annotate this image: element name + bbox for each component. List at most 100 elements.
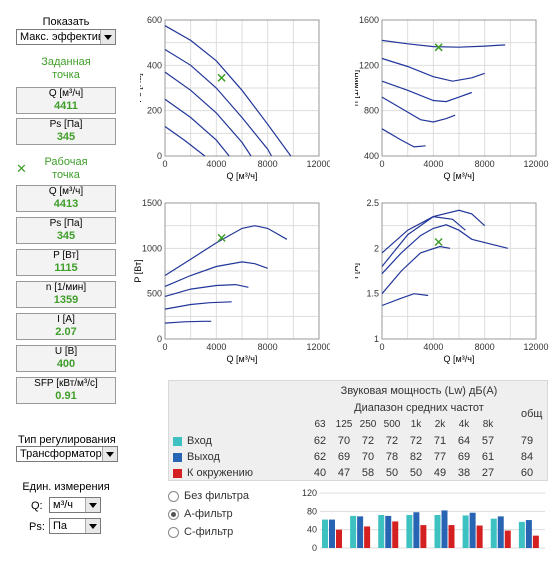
series-line	[381, 80, 473, 103]
filter-radio[interactable]	[168, 527, 179, 538]
x-axis-label: Q [м³/ч]	[227, 354, 258, 364]
y-tick-label: 400	[364, 151, 379, 161]
y-tick-label: 600	[147, 15, 162, 25]
sound-freq-header: 125	[335, 419, 353, 430]
sound-row-label: Вход	[187, 435, 212, 447]
filter-label[interactable]: А-фильтр	[184, 508, 233, 520]
sound-row-swatch	[173, 453, 182, 462]
bar	[434, 515, 441, 548]
sound-cell: 40	[313, 467, 327, 479]
show-select[interactable]: Макс. эффективн	[16, 29, 116, 45]
y-tick-label: 400	[147, 60, 162, 70]
working-box: SFP [кВт/м³/с] 0.91	[16, 377, 116, 404]
setpoint-title: Заданная точка	[16, 56, 116, 82]
series-line	[164, 126, 206, 157]
working-title: Рабочая точка	[16, 156, 116, 182]
bar	[490, 518, 497, 548]
working-box-value: 4413	[53, 198, 79, 210]
series-line	[381, 224, 508, 275]
x-tick-label: 4000	[423, 342, 443, 352]
y-tick-label: 1	[374, 334, 379, 344]
sound-cell: 69	[337, 451, 351, 463]
working-box-value: 0.91	[55, 390, 77, 402]
chevron-down-icon[interactable]	[85, 519, 100, 533]
x-tick-label: 12000	[523, 159, 548, 169]
chevron-down-icon[interactable]	[100, 30, 115, 44]
working-box: Q [м³/ч] 4413	[16, 185, 116, 212]
x-axis-label: Q [м³/ч]	[227, 171, 258, 181]
sound-cell: 47	[337, 467, 351, 479]
sound-freq-header: 2k	[434, 419, 446, 430]
chevron-down-icon[interactable]	[85, 498, 100, 512]
sound-cell: 82	[409, 451, 423, 463]
sound-bar-chart: 0 40 80 120	[302, 488, 545, 553]
setpoint-ps-box: Ps [Па] 345	[16, 118, 116, 145]
bar	[476, 525, 483, 548]
setpoint-title-line1: Заданная	[41, 56, 91, 68]
bar	[350, 515, 357, 548]
units-ps-value: Па	[53, 520, 68, 532]
series-line	[164, 283, 249, 297]
sound-freq-header: 500	[383, 419, 401, 430]
working-box: n [1/мин] 1359	[16, 281, 116, 308]
sound-cell: 62	[313, 435, 327, 447]
y-tick-label: 1000	[142, 243, 162, 253]
working-point-cross-icon: ✕	[16, 161, 27, 176]
bar	[504, 530, 511, 548]
sound-total-cell: 60	[520, 467, 534, 479]
x-tick-label: 0	[379, 342, 384, 352]
working-point-marker	[217, 233, 226, 242]
chevron-down-icon[interactable]	[102, 447, 117, 461]
y-tick-label: 1600	[359, 15, 379, 25]
bar	[420, 525, 427, 548]
series-line	[381, 293, 429, 307]
sound-freq-header: 63	[314, 419, 326, 430]
plot-frame	[381, 19, 537, 157]
sound-cell: 72	[361, 435, 375, 447]
sound-table: Звуковая мощность (Lw) дБ(A) Диапазон ср…	[168, 380, 548, 481]
units-label: Един. измерения	[22, 481, 110, 493]
sound-cell: 61	[481, 451, 495, 463]
filter-label[interactable]: С-фильтр	[184, 526, 234, 538]
sound-cell: 58	[361, 467, 375, 479]
filter-radio[interactable]	[168, 509, 179, 520]
working-box-label: n [1/мин]	[45, 282, 87, 293]
control-select[interactable]: Трансформатор	[16, 446, 118, 462]
working-box-label: P [Вт]	[53, 250, 79, 261]
bar	[532, 535, 539, 548]
series-line	[164, 261, 268, 287]
setpoint-ps-label: Ps [Па]	[49, 119, 83, 130]
series-line	[164, 48, 273, 157]
bar	[406, 515, 413, 548]
filter-radio[interactable]	[168, 491, 179, 502]
working-box-value: 1115	[54, 262, 78, 274]
y-tick-label: 0	[157, 334, 162, 344]
sound-freq-header: 250	[359, 419, 377, 430]
y-tick-label: 0	[312, 543, 317, 553]
sound-cell: 70	[337, 435, 351, 447]
sound-row-swatch	[173, 469, 182, 478]
sound-row-swatch	[173, 437, 182, 446]
y-tick-label: 80	[307, 506, 317, 516]
i-chart: 0 4000 8000 12000 1 1.5 2 2.5 Q [м³/ч] I [A]	[355, 198, 549, 364]
bar	[392, 521, 399, 548]
bar	[497, 516, 504, 548]
sound-row-label: Выход	[187, 451, 220, 463]
y-tick-label: 800	[364, 106, 379, 116]
series-line	[164, 98, 230, 157]
y-tick-label: 40	[307, 525, 317, 535]
working-box-value: 400	[56, 358, 76, 370]
sound-freq-header: 1k	[410, 419, 422, 430]
plot-frame	[381, 202, 537, 340]
n-chart: 0 4000 8000 12000 400 800 1200 1600 Q [м³/ч] n [1…	[355, 15, 549, 181]
bar	[413, 512, 420, 548]
x-tick-label: 12000	[306, 342, 330, 352]
filter-label[interactable]: Без фильтра	[184, 490, 249, 502]
sound-cell: 62	[313, 451, 327, 463]
working-box-label: I [A]	[57, 314, 75, 325]
working-box-label: U [В]	[54, 346, 78, 357]
bar	[378, 515, 385, 548]
units-ps-select[interactable]: Па	[49, 518, 101, 534]
sound-row-label: К окружению	[187, 467, 253, 479]
units-q-select[interactable]: м³/ч	[49, 497, 101, 513]
